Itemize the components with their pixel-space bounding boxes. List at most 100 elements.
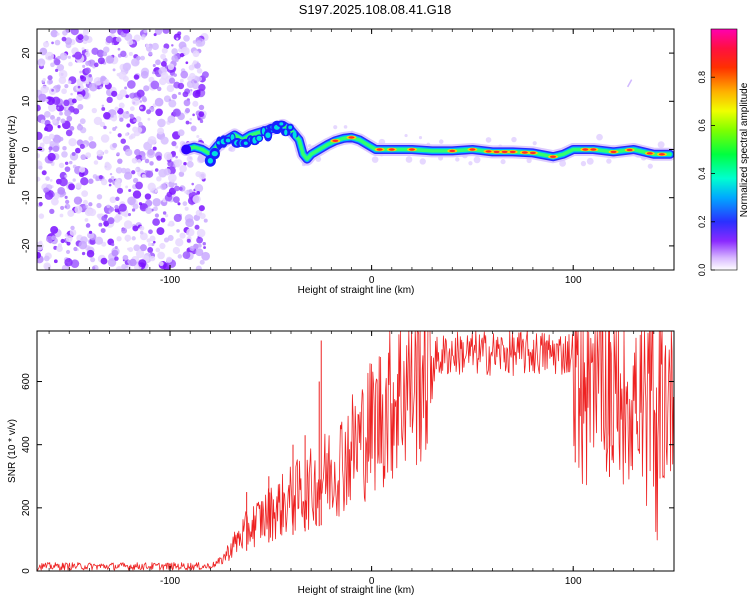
noise-blob [149,255,156,262]
turbulent-blob-core [256,135,262,141]
noise-blob [43,187,49,194]
snr-xtick-label: 0 [369,576,375,587]
noise-blob [77,103,84,110]
noise-blob [41,170,47,176]
noise-blob [108,178,113,183]
noise-blob [60,118,66,124]
noise-blob [77,34,84,41]
noise-blob [185,218,195,228]
noise-blob [82,64,86,68]
snr-xlabel: Height of straight line (km) [298,585,415,596]
noise-blob [116,152,120,156]
noise-blob [85,80,90,85]
noise-blob [66,241,71,246]
noise-blob [131,97,140,106]
noise-blob [120,50,127,58]
noise-blob [43,110,51,118]
page-title: S197.2025.108.08.41.G18 [298,2,452,17]
noise-blob [135,168,138,171]
noise-blob [196,190,201,195]
noise-blob [88,202,93,207]
noise-blob [93,76,103,86]
noise-blob [179,52,185,58]
colorbar-tick-label: 0.4 [697,167,707,180]
noise-blob [88,74,92,78]
ridge-halo-blob [419,158,426,165]
noise-blob [151,71,155,75]
noise-blob [157,127,165,135]
ridge-peak [501,150,508,154]
noise-blob [124,234,132,242]
noise-blob [179,164,187,173]
noise-blob [74,51,83,60]
noise-blob [115,167,123,174]
noise-blob [171,93,178,100]
snr-panel: -100 0 100 0 200 400 600 Height of straight li… [7,330,675,596]
noise-blob [94,62,99,68]
noise-blob [81,190,89,198]
noise-blob [139,100,143,103]
noise-blob [84,218,89,222]
noise-blob [175,155,178,159]
noise-blob [187,76,193,82]
noise-blob [135,249,145,259]
noise-blob [56,245,63,252]
noise-blob [177,129,185,137]
noise-blob [157,251,165,260]
noise-blob [171,179,175,183]
noise-blob [141,155,146,161]
noise-blob [117,133,122,138]
noise-blob [69,126,75,131]
noise-blob [123,213,129,218]
noise-blob [155,108,163,117]
snr-series-line [37,331,674,571]
spectrogram-ytick-label: -10 [21,190,32,205]
noise-blob [61,151,68,158]
noise-blob [116,72,121,77]
noise-blob [196,68,203,74]
noise-blob [124,86,128,90]
noise-blob [104,161,110,167]
ridge-halo-blob [333,125,338,130]
noise-blob [82,29,90,36]
noise-blob [43,255,50,262]
noise-blob [160,72,169,80]
noise-blob [67,80,72,85]
noise-blob [67,209,75,217]
noise-blob [76,94,84,101]
noise-blob [37,251,42,259]
noise-blob [129,258,137,267]
noise-blob [184,190,188,194]
noise-blob [153,206,158,212]
noise-blob [184,206,189,211]
noise-blob [154,29,163,35]
noise-blob [107,258,117,267]
noise-blob [42,78,46,82]
noise-blob [37,176,41,182]
noise-blob [186,155,193,162]
ridge-start-blob [181,144,192,155]
turbulent-blob-core [284,129,288,136]
noise-blob [64,195,68,199]
noise-blob [194,224,200,230]
noise-blob [37,131,43,141]
noise-blob [140,55,145,61]
noise-blob [192,90,201,99]
ridge-halo-blob [532,141,537,146]
noise-blob [189,117,193,121]
noise-blob [173,213,182,223]
noise-blob [123,171,133,180]
noise-blob [139,106,143,110]
noise-blob [82,199,89,205]
noise-blob [166,256,173,263]
noise-blob [119,117,124,122]
noise-blob [104,149,109,154]
noise-blob [194,183,204,193]
noise-blob [64,258,73,267]
noise-blob [49,114,55,120]
noise-blob [198,111,205,118]
colorbar-tick-label: 0.2 [697,216,707,229]
noise-blob [84,67,91,74]
noise-blob [123,220,133,229]
